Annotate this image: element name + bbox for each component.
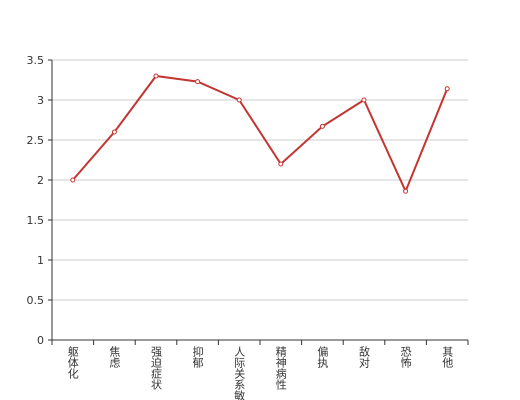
x-tick-label: 恐怖: [399, 346, 412, 368]
point: [444, 86, 450, 92]
point: [111, 129, 117, 135]
y-tick-label: 1.5: [27, 214, 45, 227]
y-tick-label: 0: [37, 334, 44, 347]
x-tick-label: 精神病性: [274, 346, 287, 391]
y-tick-label: 0.5: [27, 294, 45, 307]
x-tick-label: 躯体化: [66, 346, 79, 380]
point: [153, 73, 159, 79]
x-tick-label: 偏执: [316, 345, 329, 369]
x-tick-label: 抑郁: [191, 345, 204, 368]
point: [195, 79, 201, 85]
y-tick-label: 2: [37, 174, 44, 187]
x-tick-label: 强迫症状: [150, 346, 163, 390]
y-tick-label: 3: [37, 94, 44, 107]
point: [278, 161, 284, 167]
point: [319, 123, 325, 129]
y-tick-label: 1: [37, 254, 44, 267]
y-tick-label: 2.5: [27, 134, 45, 147]
point: [236, 97, 242, 103]
line: [72, 74, 449, 194]
y-tick-label: 3.5: [27, 54, 45, 67]
point: [361, 97, 367, 103]
point: [403, 188, 409, 194]
x-tick-label: 敌对: [358, 345, 371, 368]
x-tick-label: 其他: [441, 346, 454, 368]
x-tick-label: 人际关系敏感: [233, 346, 246, 400]
x-tick-label: 焦虑: [108, 346, 121, 368]
point: [70, 177, 76, 183]
